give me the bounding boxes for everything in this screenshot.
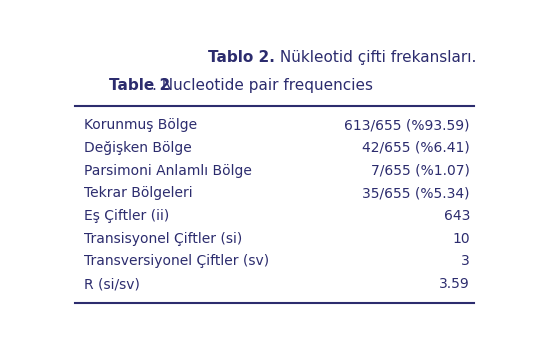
Text: Transversiyonel Çiftler (sv): Transversiyonel Çiftler (sv) — [84, 254, 269, 268]
Text: Tekrar Bölgeleri: Tekrar Bölgeleri — [84, 186, 192, 200]
Text: . Nucleotide pair frequencies: . Nucleotide pair frequencies — [152, 78, 373, 93]
Text: 613/655 (%93.59): 613/655 (%93.59) — [345, 118, 470, 132]
Text: Korunmuş Bölge: Korunmuş Bölge — [84, 118, 197, 132]
Text: Eş Çiftler (ii): Eş Çiftler (ii) — [84, 209, 169, 223]
Text: 35/655 (%5.34): 35/655 (%5.34) — [362, 186, 470, 200]
Text: Değişken Bölge: Değişken Bölge — [84, 141, 191, 155]
Text: 3.59: 3.59 — [439, 277, 470, 291]
Text: 643: 643 — [444, 209, 470, 223]
Text: R (si/sv): R (si/sv) — [84, 277, 139, 291]
Text: Parsimoni Anlamlı Bölge: Parsimoni Anlamlı Bölge — [84, 163, 251, 178]
Text: Transisyonel Çiftler (si): Transisyonel Çiftler (si) — [84, 232, 242, 246]
Text: Nükleotid çifti frekansları.: Nükleotid çifti frekansları. — [275, 50, 476, 65]
Text: 3: 3 — [461, 254, 470, 268]
Text: 10: 10 — [452, 232, 470, 246]
Text: Tablo 2.: Tablo 2. — [208, 50, 275, 65]
Text: 42/655 (%6.41): 42/655 (%6.41) — [362, 141, 470, 155]
Text: 7/655 (%1.07): 7/655 (%1.07) — [371, 163, 470, 178]
Text: Table 2: Table 2 — [108, 78, 170, 93]
